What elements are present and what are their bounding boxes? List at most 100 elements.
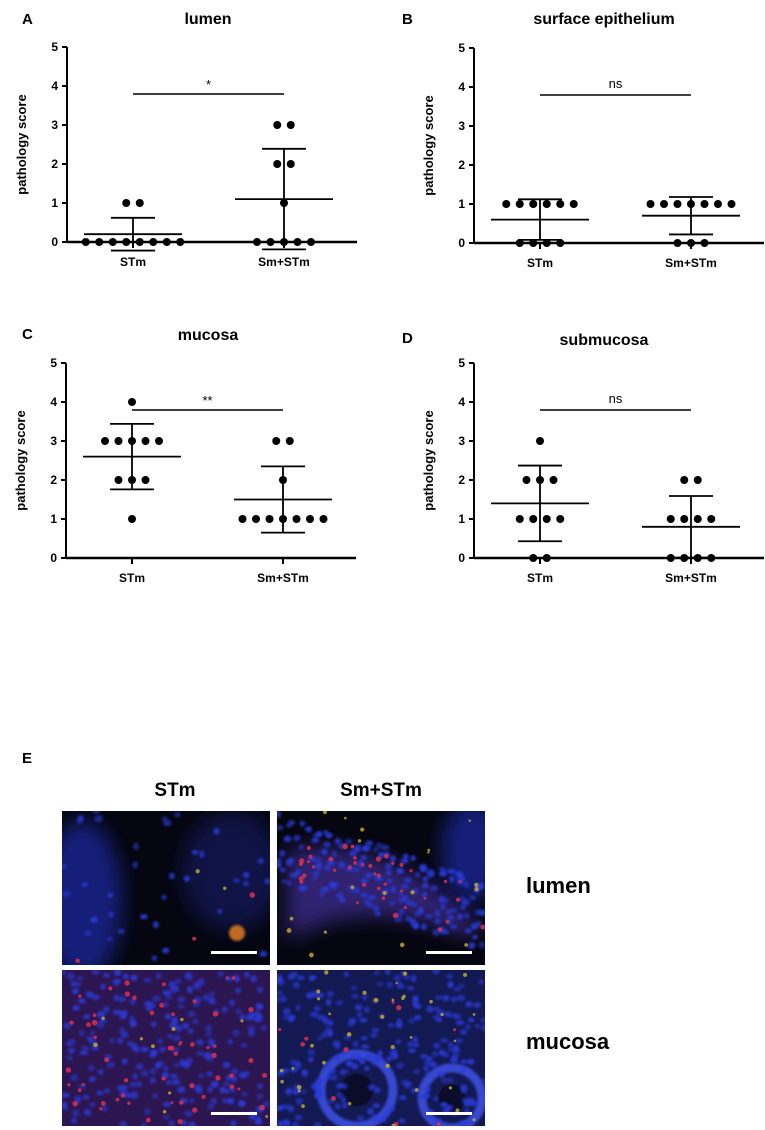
red-signal: [149, 1010, 155, 1016]
data-point: [266, 238, 275, 246]
nucleus: [71, 1109, 80, 1117]
nucleus: [326, 859, 335, 866]
nucleus: [310, 1011, 319, 1018]
nucleus: [121, 1058, 128, 1065]
y-tick-label: 2: [50, 473, 57, 487]
nucleus: [396, 984, 405, 989]
yellow-signal: [280, 1079, 284, 1084]
red-signal: [225, 976, 229, 980]
nucleus: [429, 885, 439, 892]
red-signal: [437, 927, 443, 932]
y-tick-label: 0: [50, 551, 57, 565]
nucleus: [181, 1022, 190, 1030]
nucleus: [420, 923, 427, 931]
yellow-signal: [362, 990, 367, 995]
nucleus: [432, 1095, 439, 1102]
nucleus: [387, 1023, 395, 1028]
nucleus: [102, 972, 110, 978]
red-signal: [173, 1051, 178, 1056]
nucleus: [438, 895, 445, 903]
nucleus: [391, 1054, 399, 1060]
nucleus: [163, 1066, 169, 1072]
nucleus: [250, 975, 258, 982]
nucleus: [396, 868, 404, 874]
x-category-label: Sm+STm: [257, 571, 309, 585]
nucleus: [283, 835, 292, 843]
red-signal: [480, 924, 485, 930]
nucleus: [152, 921, 160, 929]
nucleus: [79, 1030, 85, 1036]
nucleus: [360, 1035, 368, 1041]
red-signal: [127, 1101, 131, 1106]
nucleus: [450, 924, 458, 930]
nucleus: [168, 1120, 175, 1126]
data-point: [515, 515, 524, 523]
red-signal: [308, 854, 313, 859]
nucleus: [389, 900, 396, 906]
row-label-lumen: lumen: [526, 873, 591, 898]
nucleus: [230, 1120, 237, 1126]
yellow-signal: [180, 1017, 184, 1022]
yellow-signal: [168, 1091, 172, 1095]
yellow-signal: [344, 816, 347, 820]
nucleus: [96, 1090, 104, 1096]
red-signal: [381, 896, 386, 900]
yellow-signal: [395, 981, 398, 985]
nucleus: [410, 974, 417, 982]
data-point: [673, 200, 682, 208]
nucleus: [62, 970, 67, 976]
nucleus: [457, 913, 464, 920]
nucleus: [371, 1114, 378, 1121]
nucleus: [450, 996, 459, 1003]
nucleus: [325, 999, 332, 1006]
nucleus: [349, 1054, 356, 1060]
nucleus: [396, 1062, 404, 1069]
yellow-signal: [401, 996, 405, 1000]
red-signal: [306, 845, 311, 851]
nucleus: [460, 904, 466, 910]
red-signal: [392, 912, 399, 919]
yellow-signal: [410, 890, 415, 895]
red-signal: [383, 853, 389, 859]
red-signal: [177, 1119, 183, 1125]
red-signal: [443, 879, 448, 884]
nucleus: [118, 1027, 125, 1034]
y-tick-label: 5: [458, 356, 465, 370]
yellow-signal: [309, 952, 314, 958]
nucleus: [70, 1074, 79, 1082]
nucleus: [361, 993, 368, 1001]
data-point: [141, 437, 150, 445]
nucleus: [143, 978, 152, 983]
nucleus: [278, 1105, 285, 1110]
red-signal: [201, 1094, 206, 1099]
nucleus: [466, 1058, 475, 1065]
data-point: [128, 515, 136, 523]
data-point: [114, 476, 123, 484]
nucleus: [441, 1078, 449, 1083]
y-tick-label: 0: [458, 236, 465, 250]
nucleus: [238, 1071, 247, 1079]
nucleus: [347, 1021, 355, 1027]
nucleus: [325, 1074, 331, 1080]
x-category-label: Sm+STm: [258, 255, 310, 269]
red-signal: [212, 1011, 219, 1017]
yellow-signal: [150, 1044, 155, 1049]
nucleus: [334, 1044, 341, 1050]
nucleus: [76, 818, 83, 825]
nucleus: [150, 1049, 158, 1056]
nucleus: [401, 1079, 409, 1087]
nucleus: [186, 986, 193, 994]
nucleus: [187, 1028, 194, 1034]
nucleus: [307, 1056, 314, 1063]
data-point: [646, 200, 655, 208]
red-signal: [86, 1022, 91, 1028]
nucleus: [371, 1027, 380, 1033]
data-point: [155, 437, 163, 445]
yellow-signal: [468, 819, 472, 822]
data-point: [307, 238, 315, 246]
nucleus: [117, 1085, 125, 1091]
data-point: [253, 238, 261, 246]
data-point: [141, 476, 150, 484]
nucleus: [206, 1071, 213, 1077]
nucleus: [299, 820, 306, 827]
